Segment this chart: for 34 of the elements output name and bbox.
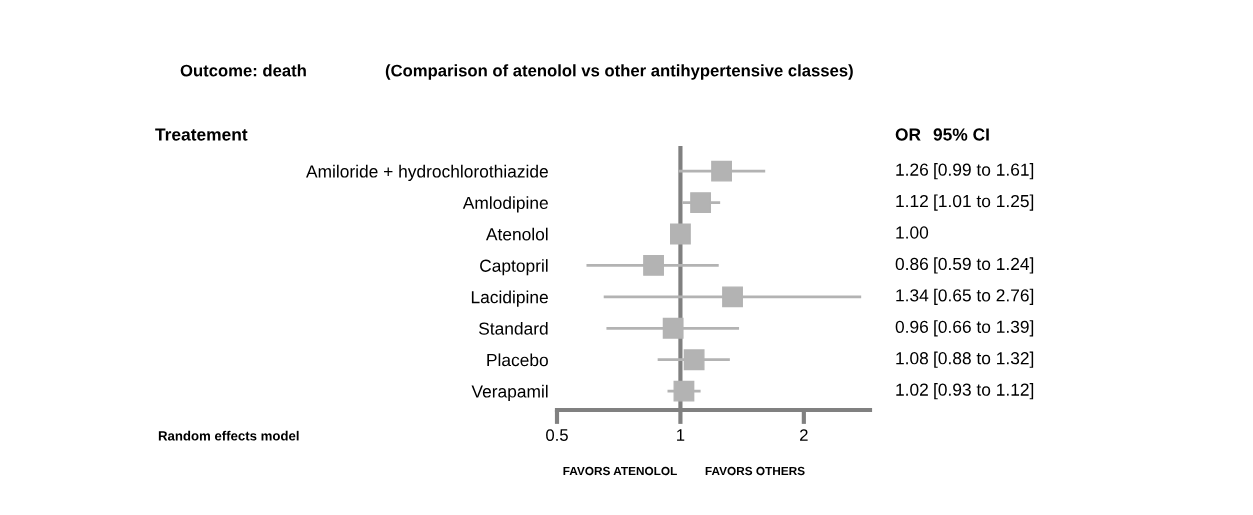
y-tick-label: Amlodipine [462, 196, 548, 213]
y-tick-label: Lacidipine [471, 290, 548, 307]
text: Random effects model [158, 430, 299, 441]
data-label: 0.86 [895, 257, 929, 271]
x-tick-label: 0.5 [546, 429, 568, 441]
text: FAVORS OTHERS [705, 466, 805, 476]
y-tick-label: Placebo [487, 353, 548, 367]
y-tick-label: Captopril [480, 259, 548, 276]
text: [1.01 to 1.25] [934, 194, 1034, 211]
data-label: 1.26 [896, 163, 929, 176]
chart-subtitle: (Comparison of atenolol vs other antihypertensive classes) [385, 64, 853, 80]
y-tick-label: Standard [479, 322, 548, 335]
y-tick-label: Verapamil [471, 384, 548, 402]
data-label: 1.00 [896, 226, 929, 239]
data-label: 1.34 [896, 289, 929, 302]
text: [0.99 to 1.61] [934, 163, 1034, 180]
data-label: 1.12 [896, 194, 928, 208]
y-tick-label: Amiloride + hydrochlorothiazide [306, 164, 548, 182]
text: Treatement [155, 128, 248, 141]
text: [0.66 to 1.39] [934, 320, 1034, 337]
data-label: 1.08 [896, 352, 929, 365]
text: 95% CI [933, 128, 989, 141]
text: [0.93 to 1.12] [934, 383, 1034, 400]
x-tick-label: 2 [800, 429, 808, 441]
data-label: 0.96 [895, 320, 929, 333]
text: [0.65 to 2.76] [934, 288, 1034, 305]
x-tick-label: 1 [677, 429, 685, 441]
y-tick-label: Atenolol [485, 227, 548, 241]
data-label: 1.02 [896, 383, 928, 396]
text: [0.59 to 1.24] [934, 257, 1034, 274]
text: FAVORS ATENOLOL [563, 466, 677, 476]
text: OR [895, 128, 921, 141]
text: Outcome: death [180, 64, 306, 77]
text: [0.88 to 1.32] [934, 351, 1034, 368]
